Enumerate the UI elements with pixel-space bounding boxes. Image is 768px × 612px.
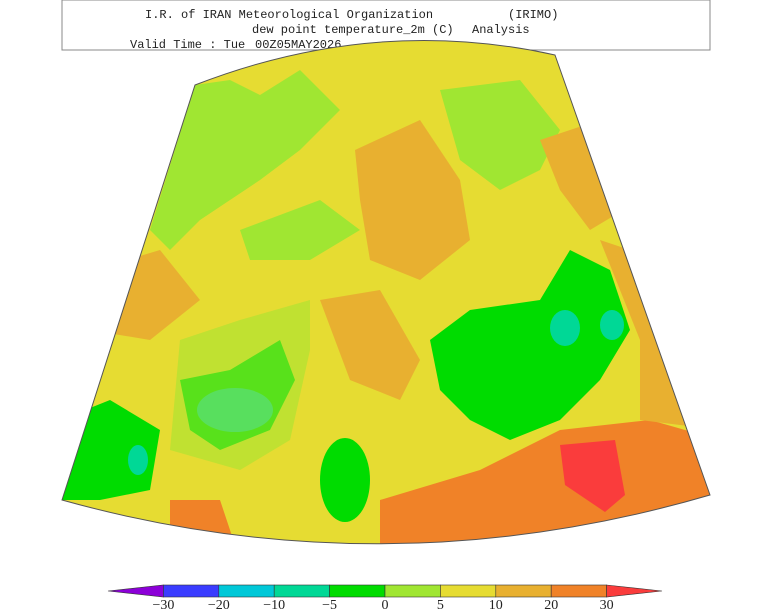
- dewpoint-field: [62, 40, 710, 544]
- region: [430, 250, 630, 440]
- title: I.R. of IRAN Meteorological Organization: [145, 8, 433, 22]
- agency: (IRIMO): [508, 8, 558, 22]
- region: [550, 310, 580, 346]
- region: [320, 290, 420, 400]
- region: [600, 310, 624, 340]
- colorbar-label: 20: [544, 598, 558, 612]
- colorbar-segment: [218, 584, 275, 598]
- colorbar-label: 30: [600, 598, 614, 612]
- region: [150, 70, 340, 250]
- colorbar-label: −20: [208, 598, 230, 612]
- colorbar-triangle: [107, 584, 164, 598]
- colorbar-label: 0: [382, 598, 389, 612]
- region: [170, 500, 240, 544]
- map-frame: [61, 39, 711, 545]
- region: [440, 80, 560, 190]
- colorbar-segment: [495, 584, 552, 598]
- analysis-label: Analysis: [472, 23, 530, 37]
- colorbar-triangle: [606, 584, 663, 598]
- region: [560, 440, 625, 512]
- region: [240, 200, 360, 260]
- colorbar-segment: [163, 584, 220, 598]
- region: [320, 438, 370, 522]
- colorbar-segment: [550, 584, 607, 598]
- field-name: dew point temperature_2m (C): [252, 23, 454, 37]
- region: [170, 300, 310, 470]
- region: [128, 445, 148, 475]
- colorbar-label: 5: [437, 598, 444, 612]
- valid-label: Valid Time : Tue: [130, 38, 245, 52]
- colorbar: −30 −20 −10 −5 0 5 10 20 30: [107, 584, 663, 612]
- region: [355, 120, 470, 280]
- region: [380, 420, 710, 544]
- colorbar-segment: [440, 584, 497, 598]
- colorbar-segment: [384, 584, 441, 598]
- colorbar-label: −5: [322, 598, 337, 612]
- colorbar-label: 10: [489, 598, 503, 612]
- colorbar-label: −30: [152, 598, 174, 612]
- colorbar-segment: [329, 584, 386, 598]
- valid-time: 00Z05MAY2026: [255, 38, 341, 52]
- colorbar-segment: [273, 584, 330, 598]
- colorbar-label: −10: [263, 598, 285, 612]
